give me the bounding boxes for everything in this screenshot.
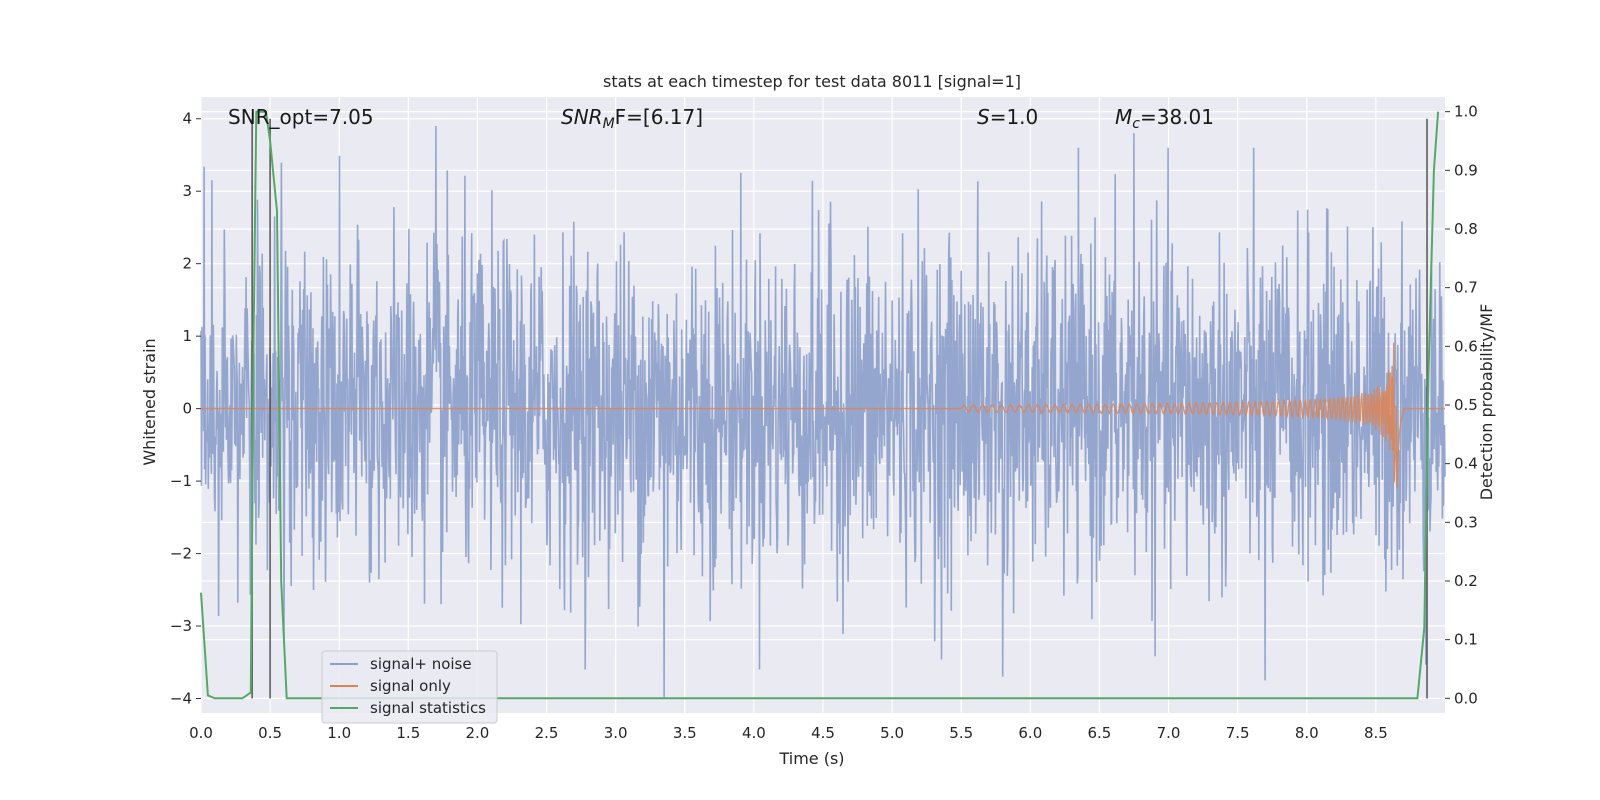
- y-tick-label-left: −3: [170, 617, 192, 635]
- annotation-snr-mf-rest: F=[6.17]: [615, 105, 703, 129]
- chart-title: stats at each timestep for test data 801…: [603, 72, 1021, 91]
- y-tick-label-right: 0.4: [1454, 455, 1478, 473]
- x-tick-label: 8.5: [1364, 724, 1388, 742]
- series-signal-only: [201, 342, 1445, 489]
- annotation-s-rest: =1.0: [990, 105, 1039, 129]
- y-tick-label-left: 4: [182, 110, 192, 128]
- x-tick-label: 6.5: [1088, 724, 1112, 742]
- y-tick-label-right: 0.7: [1454, 279, 1478, 297]
- y-axis-left-label: Whitened strain: [140, 338, 159, 465]
- x-axis-label: Time (s): [778, 749, 844, 768]
- annotation-snr-opt: SNR_opt=7.05: [228, 105, 374, 129]
- y-tick-label-right: 0.2: [1454, 572, 1478, 590]
- annotation-mc-sub: c: [1132, 116, 1140, 132]
- annotation-s-main: S: [977, 105, 990, 129]
- y-tick-label-left: 0: [182, 400, 192, 418]
- y-tick-label-left: 1: [182, 327, 192, 345]
- line-signal-statistics: [200, 110, 1440, 700]
- legend-label-signal-noise: signal+ noise: [370, 655, 472, 673]
- x-tick-label: 7.5: [1226, 724, 1250, 742]
- x-tick-label: 0.0: [189, 724, 213, 742]
- y-tick-label-left: −4: [170, 690, 192, 708]
- x-tick-label: 5.5: [949, 724, 973, 742]
- x-tick-label: 5.0: [880, 724, 904, 742]
- x-tick-label: 1.5: [396, 724, 420, 742]
- y-tick-label-left: 2: [182, 255, 192, 273]
- x-tick-label: 8.0: [1295, 724, 1319, 742]
- annotation-mc-main: M: [1115, 105, 1132, 129]
- x-tick-label: 1.0: [327, 724, 351, 742]
- y-axis-right-label: Detection probability/MF: [1477, 304, 1496, 501]
- y-tick-label-right: 0.9: [1454, 161, 1478, 179]
- x-tick-label: 3.0: [604, 724, 628, 742]
- y-tick-label-right: 0.6: [1454, 337, 1478, 355]
- annotation-s: S=1.0: [977, 105, 1038, 129]
- x-tick-label: 6.0: [1018, 724, 1042, 742]
- series-signal-noise: [200, 125, 1446, 699]
- y-tick-label-left: −1: [170, 472, 192, 490]
- line-signal-only: [201, 342, 1445, 489]
- y-tick-label-right: 1.0: [1454, 103, 1478, 121]
- legend-label-signal-statistics: signal statistics: [370, 699, 486, 717]
- axis-ticks: 0.0 0.5 1.0 1.5 2.0 2.5 3.0 3.5 4.0 4.5 5.0 5.5 6.0 6…: [170, 103, 1478, 742]
- annotation-mc-rest: =38.01: [1140, 105, 1214, 129]
- annotation-snr-mf-sub: M: [603, 116, 615, 132]
- x-tick-label: 4.5: [811, 724, 835, 742]
- legend-box: [321, 650, 498, 724]
- y-tick-label-right: 0.1: [1454, 631, 1478, 649]
- x-tick-label: 2.0: [466, 724, 490, 742]
- annotation-mc: Mc=38.01: [1115, 105, 1214, 132]
- x-tick-label: 7.0: [1157, 724, 1181, 742]
- y-tick-label-right: 0.0: [1454, 689, 1478, 707]
- x-tick-label: 2.5: [535, 724, 559, 742]
- y-tick-label-right: 0.8: [1454, 220, 1478, 238]
- x-tick-label: 4.0: [742, 724, 766, 742]
- legend: signal+ noise signal only signal statist…: [321, 650, 498, 724]
- y-tick-label-right: 0.5: [1454, 396, 1478, 414]
- annotation-snr-mf-main: SNR: [561, 105, 603, 129]
- legend-label-signal-only: signal only: [370, 677, 451, 695]
- y-tick-label-left: −2: [170, 545, 192, 563]
- y-tick-label-right: 0.3: [1454, 513, 1478, 531]
- line-signal-noise: [200, 125, 1446, 699]
- x-tick-label: 3.5: [673, 724, 697, 742]
- x-tick-label: 0.5: [258, 724, 282, 742]
- annotation-snr-mf: SNRMF=[6.17]: [561, 105, 703, 132]
- series-signal-statistics: [200, 110, 1440, 700]
- y-tick-label-left: 3: [182, 182, 192, 200]
